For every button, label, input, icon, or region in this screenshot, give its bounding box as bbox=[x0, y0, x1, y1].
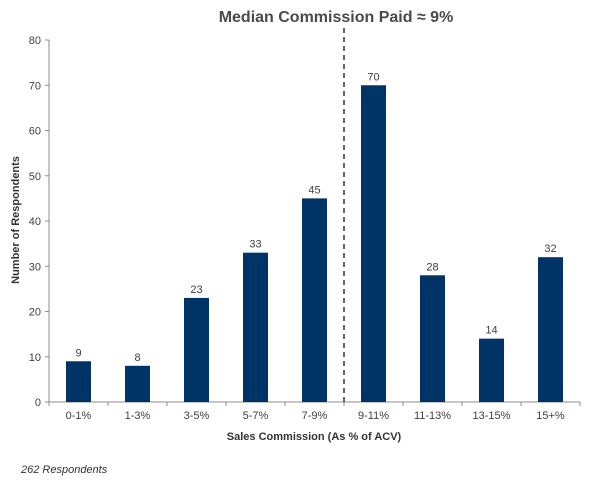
y-tick-label: 40 bbox=[29, 216, 41, 228]
y-tick-label: 30 bbox=[29, 261, 41, 273]
bar bbox=[538, 257, 563, 402]
x-axis-label: Sales Commission (As % of ACV) bbox=[227, 431, 402, 443]
y-tick-label: 50 bbox=[29, 171, 41, 183]
bar bbox=[184, 297, 209, 402]
y-tick-label: 80 bbox=[29, 35, 41, 47]
respondents-footnote: 262 Respondents bbox=[21, 464, 108, 476]
y-tick-label: 70 bbox=[29, 80, 41, 92]
bar bbox=[361, 85, 386, 402]
data-label: 45 bbox=[308, 184, 320, 196]
data-label: 14 bbox=[485, 325, 497, 337]
y-tick-label: 20 bbox=[29, 307, 41, 319]
x-tick-label: 7-9% bbox=[302, 410, 328, 422]
x-tick-label: 11-13% bbox=[414, 410, 451, 422]
data-label: 32 bbox=[544, 243, 556, 255]
data-label: 28 bbox=[426, 261, 438, 273]
bar bbox=[243, 252, 268, 402]
y-tick-label: 60 bbox=[29, 126, 41, 138]
x-tick-label: 1-3% bbox=[125, 410, 151, 422]
data-label: 23 bbox=[190, 284, 202, 296]
y-tick-label: 0 bbox=[35, 397, 41, 409]
data-label: 33 bbox=[249, 239, 261, 251]
bar bbox=[420, 275, 445, 402]
chart-title: Median Commission Paid ≈ 9% bbox=[219, 9, 454, 26]
x-tick-label: 0-1% bbox=[66, 410, 92, 422]
x-tick-label: 15+% bbox=[536, 410, 565, 422]
bar bbox=[125, 365, 150, 402]
data-label: 8 bbox=[134, 352, 140, 364]
data-label: 9 bbox=[75, 347, 81, 359]
y-tick-label: 10 bbox=[29, 352, 41, 364]
data-label: 70 bbox=[367, 71, 379, 83]
x-tick-label: 3-5% bbox=[184, 410, 210, 422]
y-axis-label: Number of Respondents bbox=[10, 156, 22, 284]
bar bbox=[479, 338, 504, 402]
bar bbox=[66, 361, 91, 402]
bar bbox=[302, 198, 327, 402]
x-tick-label: 9-11% bbox=[358, 410, 389, 422]
x-tick-label: 5-7% bbox=[243, 410, 269, 422]
x-tick-label: 13-15% bbox=[473, 410, 511, 422]
plot-area: 0 10 20 30 40 50 60 70 80 9 0-1% 8 1-3% 23 3-5% 33 5-7% 4… bbox=[29, 28, 581, 422]
